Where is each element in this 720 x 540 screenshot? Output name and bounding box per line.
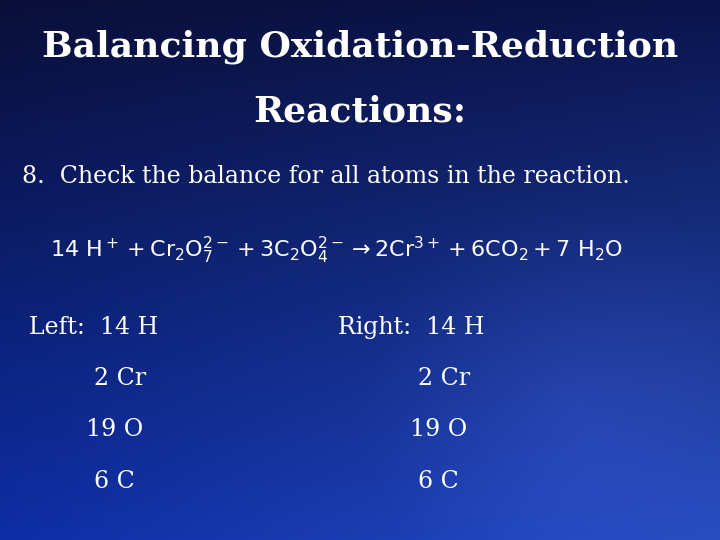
Text: $14\ \mathsf{H^+} + \mathsf{Cr_2O_7^{2-}} + 3\mathsf{C_2O_4^{2-}}\rightarrow 2\m: $14\ \mathsf{H^+} + \mathsf{Cr_2O_7^{2-}… [50,235,624,266]
Text: 6 C: 6 C [94,470,135,493]
Text: Balancing Oxidation-Reduction: Balancing Oxidation-Reduction [42,30,678,64]
Text: Left:  14 H: Left: 14 H [29,316,158,339]
Text: 19 O: 19 O [410,418,468,442]
Text: 6 C: 6 C [418,470,459,493]
Text: Right:  14 H: Right: 14 H [338,316,485,339]
Text: Reactions:: Reactions: [253,94,467,129]
Text: 8.  Check the balance for all atoms in the reaction.: 8. Check the balance for all atoms in th… [22,165,629,188]
Text: 19 O: 19 O [86,418,144,442]
Text: 2 Cr: 2 Cr [418,367,469,390]
Text: 2 Cr: 2 Cr [94,367,145,390]
